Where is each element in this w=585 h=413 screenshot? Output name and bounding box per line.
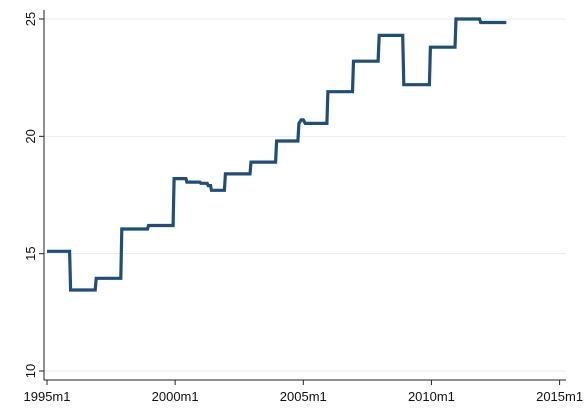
axes xyxy=(43,10,566,381)
x-tick-label: 2010m1 xyxy=(408,389,455,404)
x-tick-label: 2015m1 xyxy=(536,389,583,404)
y-tick-label: 10 xyxy=(23,364,38,378)
gridlines xyxy=(44,18,566,372)
y-tick-label: 20 xyxy=(23,129,38,143)
ticks xyxy=(39,18,561,385)
series xyxy=(47,17,507,292)
tick-labels: 10 15 20 25 1995m1 2000m1 2005m1 2010m1 2015m1 xyxy=(23,12,583,404)
x-tick-label: 2000m1 xyxy=(152,389,199,404)
y-tick-label: 15 xyxy=(23,246,38,260)
y-tick-label: 25 xyxy=(23,12,38,26)
series-line-0 xyxy=(47,17,507,292)
x-tick-label: 2005m1 xyxy=(280,389,327,404)
x-tick-label: 1995m1 xyxy=(24,389,71,404)
